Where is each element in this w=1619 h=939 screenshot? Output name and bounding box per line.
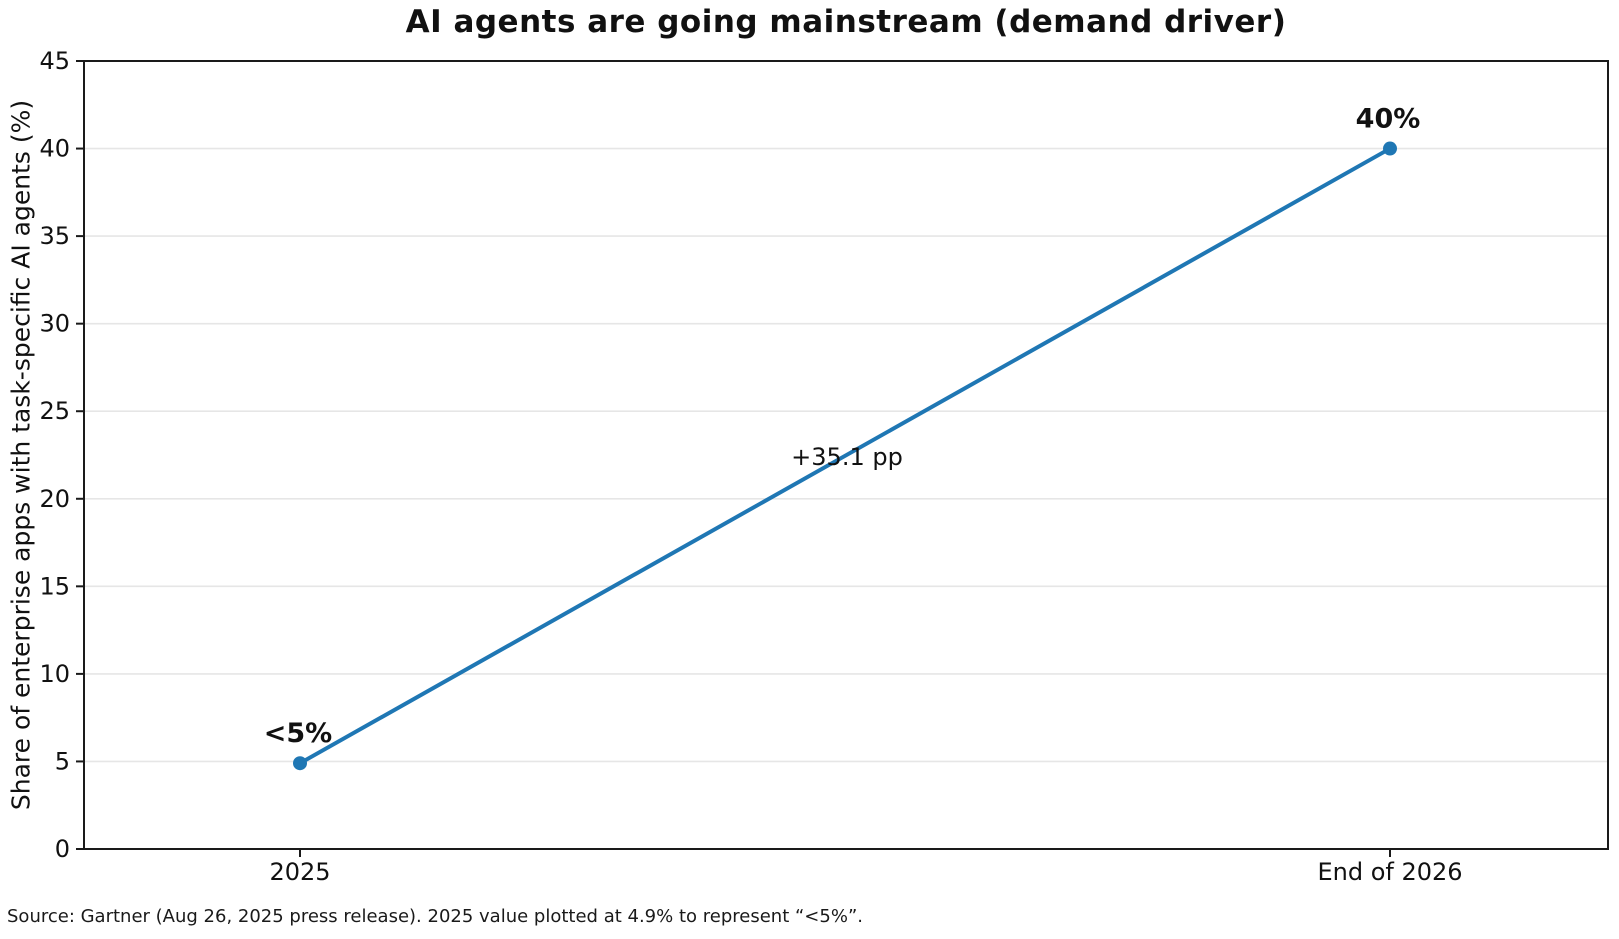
axes-box — [83, 60, 1609, 850]
y-tick-label: 0 — [55, 835, 70, 863]
y-tick-label: 45 — [39, 47, 70, 75]
y-tick-label: 30 — [39, 310, 70, 338]
x-tick-label: End of 2026 — [1317, 858, 1462, 886]
delta-annotation: +35.1 pp — [791, 443, 903, 471]
y-tick-label: 10 — [39, 660, 70, 688]
y-tick-label: 20 — [39, 485, 70, 513]
chart-title: AI agents are going mainstream (demand d… — [405, 4, 1287, 40]
data-point-marker — [293, 756, 307, 771]
y-tick-label: 5 — [55, 747, 70, 775]
y-tick-label: 40 — [39, 135, 70, 163]
source-note: Source: Gartner (Aug 26, 2025 press rele… — [7, 906, 863, 927]
data-point-marker — [1383, 141, 1397, 156]
data-point-label: <5% — [264, 718, 332, 749]
y-tick-label: 35 — [39, 222, 70, 250]
data-line — [298, 146, 1392, 766]
x-tick-label: 2025 — [269, 858, 330, 886]
y-tick-label: 15 — [39, 572, 70, 600]
data-point-label: 40% — [1356, 104, 1421, 135]
y-tick-label: 25 — [39, 397, 70, 425]
